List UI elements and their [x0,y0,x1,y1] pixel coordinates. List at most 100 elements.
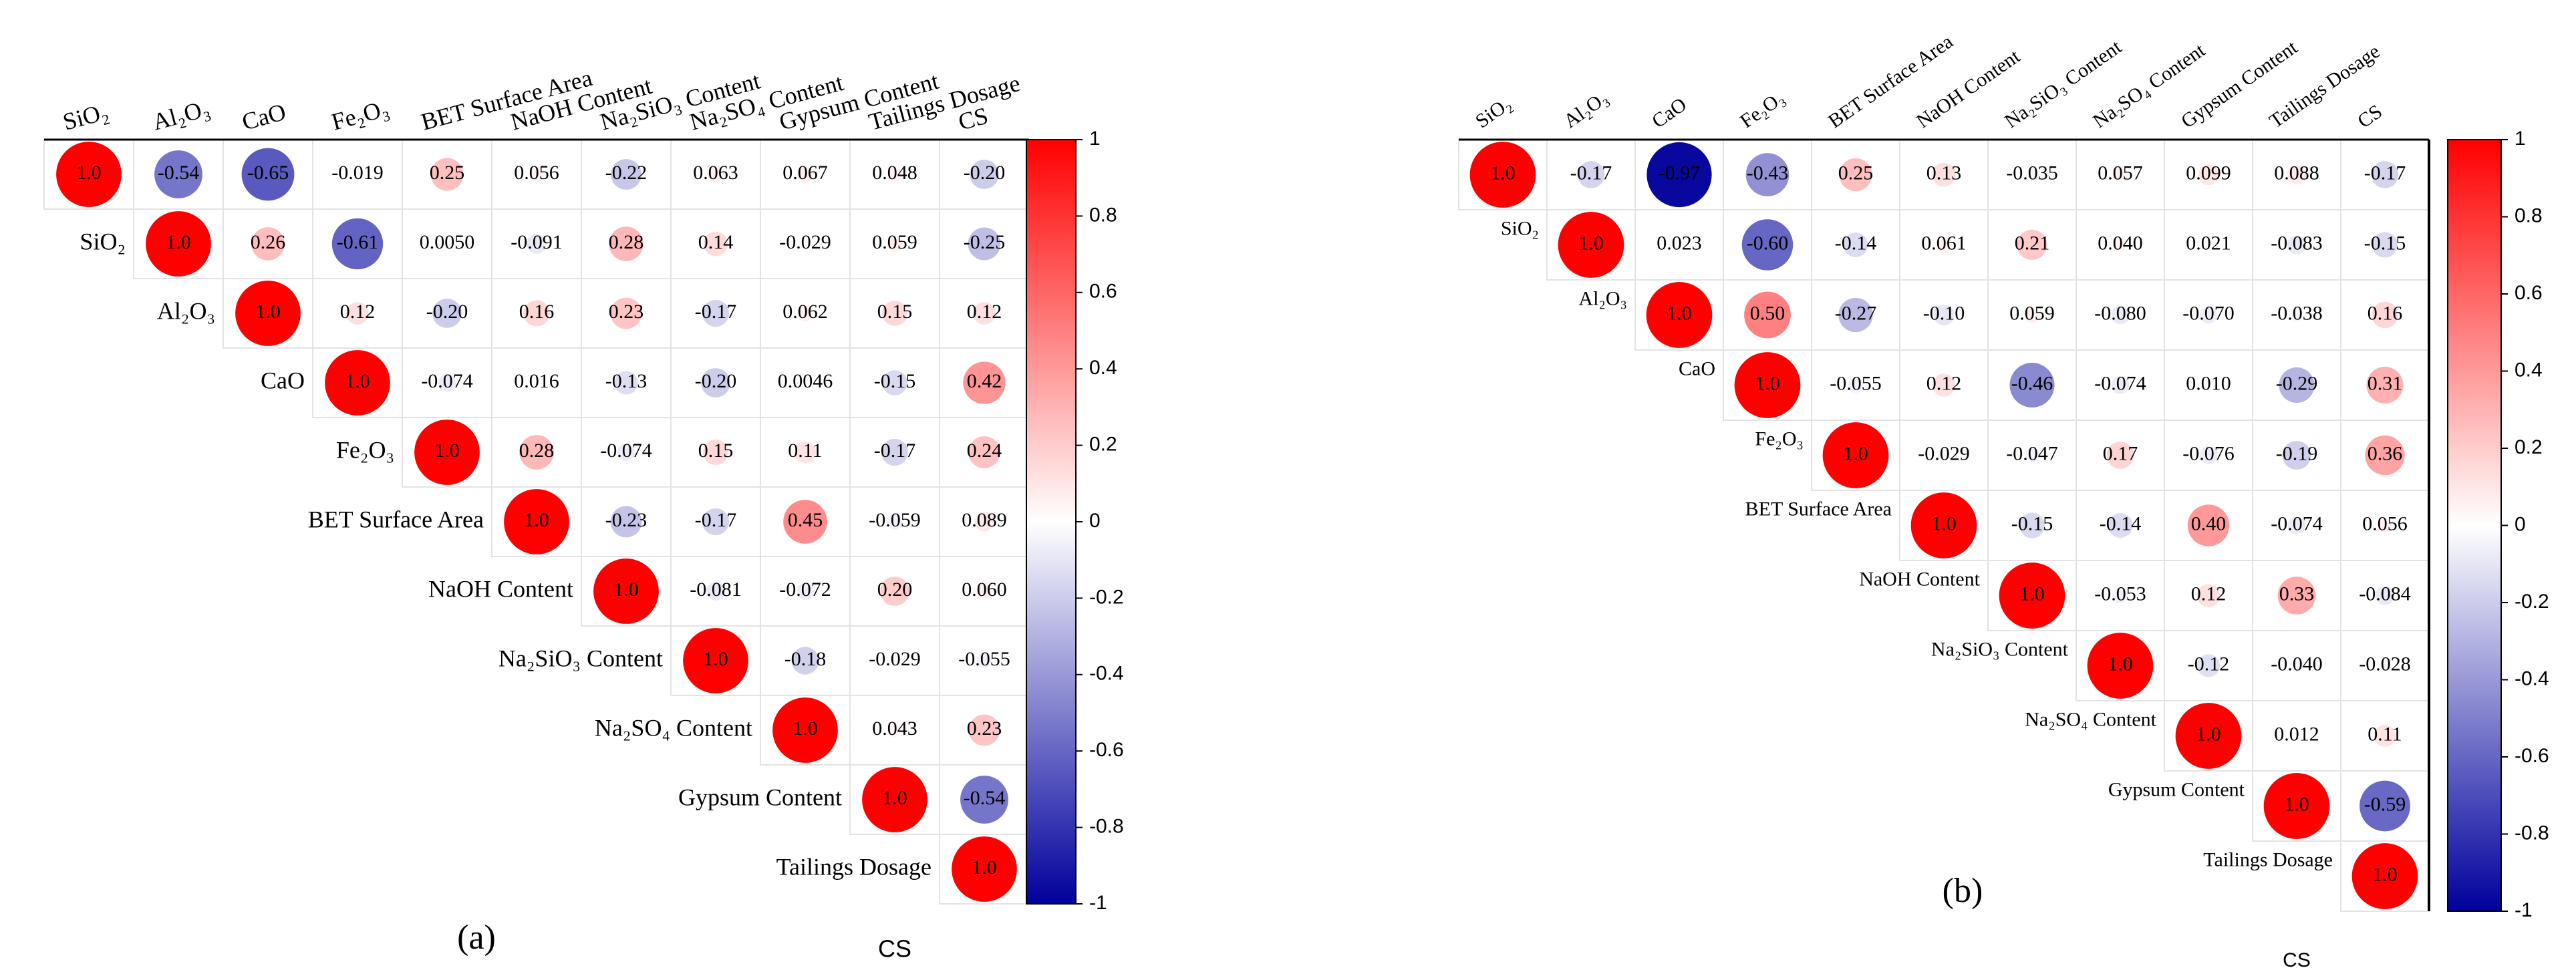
value-label: -0.14 [1835,232,1877,254]
row-label: Fe₂O₃ [336,436,394,463]
row-label: Fe₂O₃ [1755,428,1804,450]
value-label: -0.055 [1830,372,1882,394]
value-label: -0.074 [2094,372,2146,394]
value-label: 0.16 [2368,302,2403,324]
corr-circle [2203,240,2214,250]
corr-circle [2196,654,2221,677]
row-label: CS [878,935,911,963]
corr-circle [251,227,285,261]
value-label: -0.083 [2271,232,2323,254]
row-label: CaO [261,367,305,393]
corr-circle [2017,229,2047,261]
row-label: SiO₂ [1501,217,1539,239]
value-label: 1.0 [2284,793,2309,815]
value-label: 0.12 [2191,583,2227,605]
value-label: 0.12 [340,301,376,323]
row-label: Gypsum Content [2108,778,2245,800]
colorbar-tick-label: -0.2 [2515,591,2549,613]
value-label: -0.54 [158,162,200,184]
corr-circle [2282,440,2311,470]
corr-circle [2379,660,2391,671]
corr-circle [2377,517,2393,534]
value-label: 0.23 [967,717,1002,740]
corr-circle [707,166,724,183]
value-label: 0.040 [2098,232,2143,254]
corr-circle [2087,633,2154,699]
value-label: -0.17 [695,509,737,531]
corr-circle [2287,516,2306,534]
row-label: Gypsum Content [678,784,842,810]
value-label: 0.42 [967,370,1002,392]
value-label: -0.081 [690,579,742,601]
value-label: 0.059 [872,231,917,253]
corr-circle [430,158,464,191]
corr-circle [976,653,992,669]
corr-circle [1558,212,1624,278]
value-label: 0.067 [782,162,828,184]
corr-circle [2114,238,2127,252]
corr-circle [331,218,384,270]
colorbar-tick-label: 0 [1089,510,1101,532]
value-label: 1.0 [1578,232,1604,254]
corr-circle [241,148,295,201]
colorbar-tick-label: -0.6 [2515,745,2549,767]
corr-circle [968,714,1000,746]
corr-circle [882,370,907,395]
corr-circle [1999,562,2065,629]
value-label: -0.15 [2011,512,2053,534]
corr-circle [325,350,390,416]
corr-circle [2287,235,2307,255]
value-label: 0.28 [519,440,555,462]
corr-circle [2277,577,2316,615]
value-label: -0.040 [2271,653,2323,675]
corr-circle [1674,240,1685,250]
corr-circle [2025,168,2039,181]
column-label: Fe₂O₃ [1736,87,1788,133]
corr-circle [1577,161,1605,188]
value-label: 0.016 [514,370,559,392]
colorbar-tick-label: 0.2 [1089,434,1117,456]
value-label: -0.047 [2006,442,2058,464]
corr-circle [889,655,901,667]
corr-circle [438,373,456,392]
value-label: -0.54 [964,787,1006,809]
value-label: -0.17 [1570,162,1612,184]
corr-circle [963,361,1006,404]
value-label: -0.074 [421,370,473,392]
colorbar-tick-label: 0.8 [1089,204,1117,226]
value-label: -0.97 [1659,162,1701,184]
value-label: 0.25 [430,162,465,184]
corr-circle [796,582,815,601]
value-label: -0.13 [605,370,648,392]
corr-circle [791,647,819,675]
value-label: 0.24 [967,440,1002,462]
corr-circle [2108,513,2133,538]
value-label: -0.43 [1747,162,1789,184]
corr-circle [1938,450,1950,461]
value-label: 0.060 [962,579,1007,601]
corr-circle [2371,161,2399,188]
corr-circle [2205,381,2212,389]
corr-circle [2187,504,2230,546]
corr-circle [1741,219,1794,271]
column-label: CS [2353,100,2386,132]
value-label: -0.17 [2364,162,2406,184]
colorbar [2447,139,2502,912]
row-label: CaO [1679,357,1715,379]
corr-circle [2025,448,2039,463]
corr-circle [1910,492,1977,558]
corr-circle [2374,725,2396,747]
corr-circle [1734,352,1801,418]
value-label: 0.11 [788,440,822,462]
colorbar [1026,139,1077,905]
corr-circle [2359,780,2410,832]
value-label: -0.084 [2359,583,2411,605]
colorbar-tick-label: 0.4 [1089,357,1117,379]
value-label: 0.15 [698,440,734,462]
value-label: 1.0 [1667,302,1692,324]
corr-circle [2290,659,2303,673]
value-label: 1.0 [1843,442,1868,464]
colorbar-tick-label: 0.2 [2515,436,2543,458]
row-label: Na₂SO₄ Content [595,714,752,741]
value-label: -0.17 [695,301,737,323]
